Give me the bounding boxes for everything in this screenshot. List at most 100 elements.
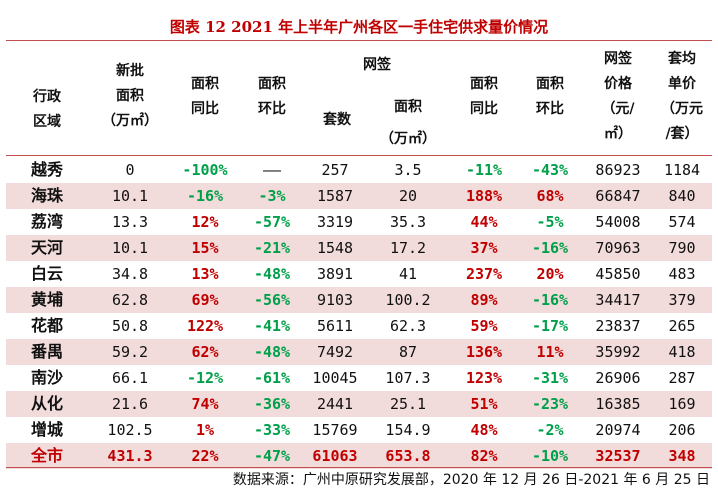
value-cell: -43% [531, 161, 569, 179]
region-cell: 南沙 [30, 368, 64, 387]
value-cell: 653.8 [385, 447, 431, 465]
header-line: （元/ [601, 101, 635, 117]
value-cell: 206 [668, 421, 696, 439]
header-line: 单价 [668, 76, 696, 92]
value-cell: -41% [253, 317, 291, 335]
value-cell: 66847 [595, 187, 641, 205]
value-cell: 66.1 [111, 369, 149, 387]
value-cell: 20974 [595, 421, 641, 439]
header-sign-mom: 面积 环比 [536, 72, 564, 122]
table-row: 海珠 10.1 -16% -3% 1587 20 188% 68% 66847 840 [6, 183, 712, 209]
value-cell: —— [262, 161, 282, 179]
header-new-area: 新批 面积 （万㎡） [102, 59, 158, 134]
value-cell: 15% [191, 239, 219, 257]
value-cell: 68% [536, 187, 564, 205]
value-cell: -48% [253, 343, 291, 361]
value-cell: 15769 [312, 421, 358, 439]
header-line: 面积 [258, 76, 286, 92]
value-cell: 3.5 [394, 161, 422, 179]
value-cell: 32537 [595, 447, 641, 465]
value-cell: 1548 [316, 239, 354, 257]
value-cell: 86923 [595, 161, 641, 179]
value-cell: 154.9 [385, 421, 431, 439]
value-cell: 123% [465, 369, 503, 387]
value-cell: 23837 [595, 317, 641, 335]
value-cell: 82% [470, 447, 498, 465]
header-line: ㎡） [604, 126, 632, 142]
header-line: 面积 [536, 76, 564, 92]
value-cell: 265 [668, 317, 696, 335]
table-row: 南沙 66.1 -12% -61% 10045 107.3 123% -31% 26906 287 [6, 365, 712, 391]
table-row: 增城 102.5 1% -33% 15769 154.9 48% -2% 20974 206 [6, 417, 712, 443]
header-sign-yoy: 面积 同比 [470, 72, 498, 122]
value-cell: -56% [253, 291, 291, 309]
region-cell: 天河 [30, 238, 64, 257]
top-rule [6, 40, 712, 41]
header-line: （万元 [661, 101, 703, 117]
value-cell: 20 [398, 187, 418, 205]
table-row: 天河 10.1 15% -21% 1548 17.2 37% -16% 70963 790 [6, 235, 712, 261]
value-cell: 44% [470, 213, 498, 231]
value-cell: -47% [253, 447, 291, 465]
region-cell: 增城 [30, 420, 64, 439]
value-cell: 34.8 [111, 265, 149, 283]
header-group-signed: 网签 [363, 57, 391, 73]
value-cell: 37% [470, 239, 498, 257]
value-cell: 13.3 [111, 213, 149, 231]
table-row: 花都 50.8 122% -41% 5611 62.3 59% -17% 23837 265 [6, 313, 712, 339]
value-cell: 10045 [312, 369, 358, 387]
value-cell: -3% [258, 187, 286, 205]
table-title: 图表 12 2021 年上半年广州各区一手住宅供求量价情况 [169, 18, 549, 36]
region-cell: 从化 [30, 394, 64, 413]
value-cell: 51% [470, 395, 498, 413]
value-cell: 21.6 [111, 395, 149, 413]
value-cell: -16% [186, 187, 224, 205]
value-cell: 41 [398, 265, 418, 283]
region-cell: 越秀 [30, 160, 64, 179]
region-cell: 花都 [30, 316, 64, 335]
value-cell: 1% [195, 421, 215, 439]
value-cell: 61063 [312, 447, 358, 465]
value-cell: -100% [182, 161, 228, 179]
header-line: 行政 [33, 89, 61, 105]
table-row: 越秀 0 -100% —— 257 3.5 -11% -43% 86923 1184 [6, 157, 712, 183]
value-cell: 348 [668, 447, 696, 465]
value-cell: -16% [531, 239, 569, 257]
value-cell: 22% [191, 447, 219, 465]
value-cell: 102.5 [107, 421, 153, 439]
header-line: 面积 [394, 99, 422, 115]
value-cell: 45850 [595, 265, 641, 283]
value-cell: 1587 [316, 187, 354, 205]
header-new-yoy: 面积 同比 [191, 72, 219, 122]
value-cell: 188% [465, 187, 503, 205]
value-cell: 10.1 [111, 239, 149, 257]
value-cell: 0 [125, 161, 135, 179]
value-cell: -36% [253, 395, 291, 413]
value-cell: 17.2 [389, 239, 427, 257]
value-cell: 50.8 [111, 317, 149, 335]
value-cell: 54008 [595, 213, 641, 231]
region-cell: 黄埔 [30, 290, 64, 309]
value-cell: 2441 [316, 395, 354, 413]
value-cell: 483 [668, 265, 696, 283]
bottom-rule [6, 467, 712, 468]
region-cell: 荔湾 [30, 212, 64, 231]
value-cell: 20% [536, 265, 564, 283]
header-price: 网签 价格 （元/ ㎡） [601, 47, 634, 147]
value-cell: 62.8 [111, 291, 149, 309]
header-line: /套） [665, 126, 699, 142]
value-cell: 9103 [316, 291, 354, 309]
value-cell: -21% [253, 239, 291, 257]
value-cell: -2% [536, 421, 564, 439]
value-cell: -10% [531, 447, 569, 465]
value-cell: 790 [668, 239, 696, 257]
value-cell: 13% [191, 265, 219, 283]
value-cell: 287 [668, 369, 696, 387]
value-cell: 574 [668, 213, 696, 231]
source-note: 数据来源：广州中原研究发展部，2020 年 12 月 26 日-2021 年 6… [232, 472, 710, 488]
value-cell: -61% [253, 369, 291, 387]
value-cell: 257 [321, 161, 349, 179]
header-line: （万㎡） [380, 131, 436, 147]
value-cell: 59.2 [111, 343, 149, 361]
value-cell: 48% [470, 421, 498, 439]
